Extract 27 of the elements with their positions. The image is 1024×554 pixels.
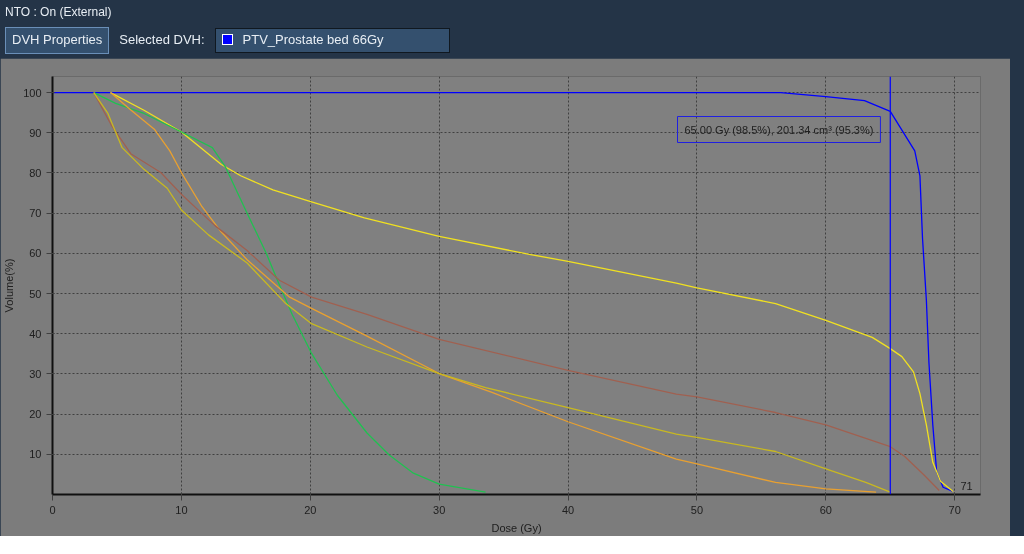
y-tick-label: 80	[29, 166, 42, 179]
y-tick-label: 60	[29, 247, 42, 260]
y-tick-label: 100	[23, 86, 42, 99]
y-tick-label: 20	[29, 408, 42, 421]
y-axis-title: Volume(%)	[3, 258, 16, 313]
x-tick-label: 50	[690, 503, 704, 516]
x-tick-label: 20	[304, 503, 317, 516]
y-tick-label: 40	[29, 327, 42, 340]
legend-label: PTV_Prostate bed 66Gy	[214, 28, 450, 53]
text: DVH Properties	[5, 27, 110, 54]
annotation: 65.00 Gy (98.5%), 201.34 cm³ (95.3%)	[684, 123, 874, 136]
x-tick-label: 70	[948, 503, 961, 516]
y-tick-label: 50	[29, 287, 42, 300]
x-tick-label: 0	[49, 503, 56, 516]
x-tick-label: 40	[561, 503, 575, 516]
y-tick-label: 30	[29, 367, 42, 380]
legend-title: Selected DVH:	[119, 32, 205, 48]
annotation: 71	[960, 479, 973, 492]
y-tick-label: 90	[29, 126, 42, 139]
line-series	[93, 91, 487, 493]
x-axis-title: Dose (Gy)	[491, 521, 542, 534]
x-tick-label: 10	[175, 503, 188, 516]
y-tick-label: 10	[29, 448, 42, 461]
y-tick-label: 70	[29, 207, 42, 220]
text: NTO : On (External)	[5, 4, 113, 21]
x-tick-label: 30	[433, 503, 446, 516]
x-tick-label: 60	[819, 503, 832, 516]
